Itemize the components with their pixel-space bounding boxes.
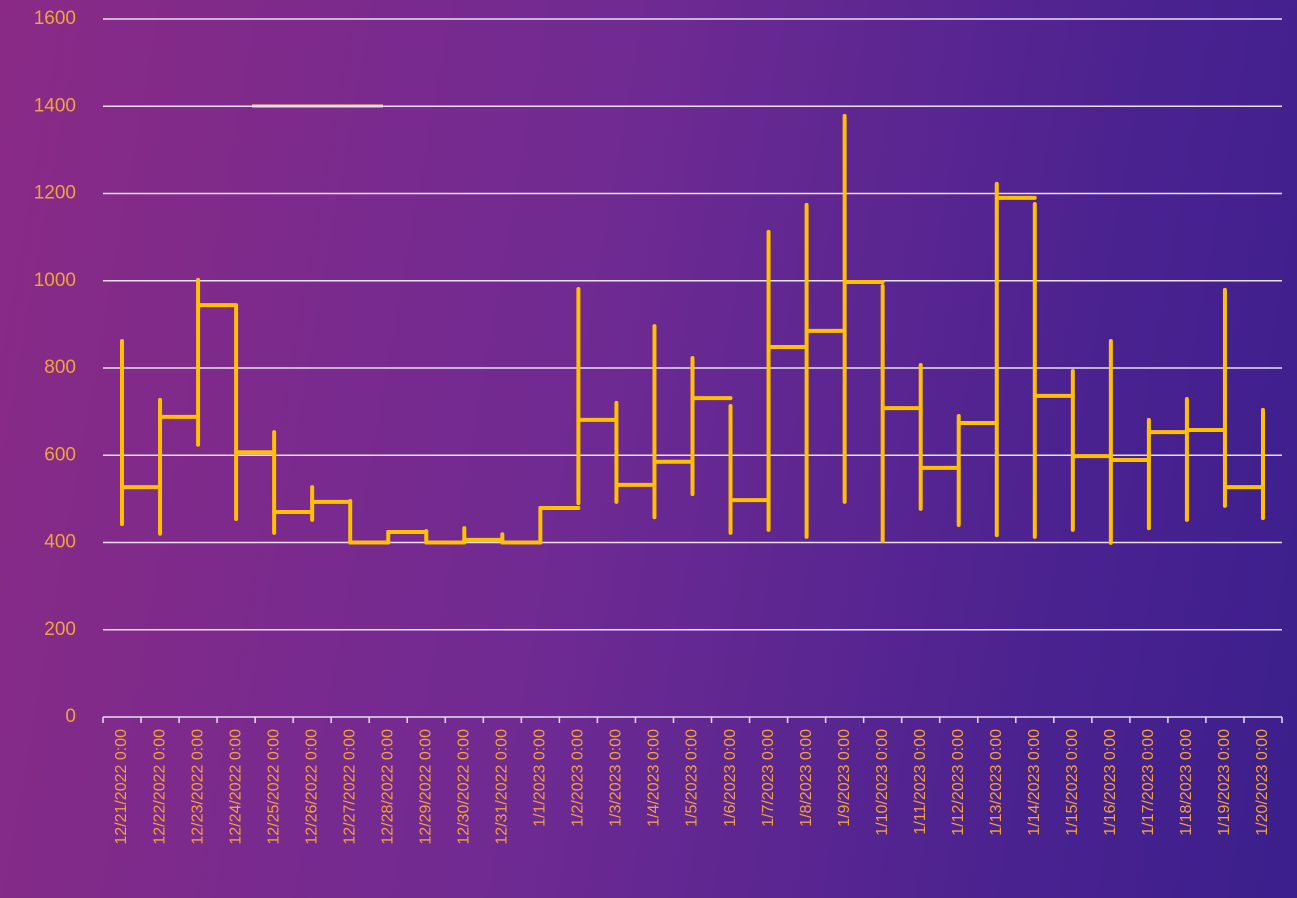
y-tick-label: 800 [44, 357, 76, 378]
x-tick-label: 12/24/2022 0:00 [227, 729, 244, 845]
x-tick-label: 1/8/2023 0:00 [798, 729, 815, 827]
x-tick-label: 1/4/2023 0:00 [646, 729, 663, 827]
x-tick-label: 1/14/2023 0:00 [1026, 729, 1043, 836]
x-tick-label: 12/25/2022 0:00 [265, 729, 282, 845]
x-tick-label: 1/18/2023 0:00 [1178, 729, 1195, 836]
x-tick-label: 12/22/2022 0:00 [151, 729, 168, 845]
x-tick-label: 12/27/2022 0:00 [341, 729, 358, 845]
x-tick-label: 1/7/2023 0:00 [760, 729, 777, 827]
x-tick-label: 12/29/2022 0:00 [417, 729, 434, 845]
x-tick-label: 1/11/2023 0:00 [912, 729, 929, 835]
y-tick-label: 400 [44, 532, 76, 553]
x-tick-label: 1/17/2023 0:00 [1140, 729, 1157, 836]
y-tick-label: 1200 [34, 183, 76, 204]
x-tick-label: 12/21/2022 0:00 [113, 729, 130, 845]
x-tick-label: 1/19/2023 0:00 [1216, 729, 1233, 836]
x-tick-label: 12/31/2022 0:00 [494, 729, 511, 845]
x-tick-label: 1/16/2023 0:00 [1102, 729, 1119, 836]
x-tick-label: 1/2/2023 0:00 [570, 729, 587, 827]
x-tick-label: 1/6/2023 0:00 [722, 729, 739, 827]
x-tick-label: 12/23/2022 0:00 [189, 729, 206, 845]
x-tick-label: 1/10/2023 0:00 [874, 729, 891, 836]
y-tick-label: 1000 [34, 270, 76, 291]
x-tick-label: 12/28/2022 0:00 [379, 729, 396, 845]
x-tick-label: 1/12/2023 0:00 [950, 729, 967, 836]
y-tick-label: 600 [44, 444, 76, 465]
y-tick-label: 200 [44, 619, 76, 640]
x-tick-label: 1/1/2023 0:00 [532, 729, 549, 827]
y-tick-label: 0 [65, 706, 76, 727]
x-tick-label: 1/15/2023 0:00 [1064, 729, 1081, 836]
x-tick-label: 1/5/2023 0:00 [684, 729, 701, 827]
x-tick-label: 12/30/2022 0:00 [456, 729, 473, 845]
y-tick-label: 1600 [34, 8, 76, 29]
x-tick-label: 12/26/2022 0:00 [303, 729, 320, 845]
x-tick-label: 1/3/2023 0:00 [608, 729, 625, 827]
y-tick-label: 1400 [34, 95, 76, 116]
x-tick-label: 1/20/2023 0:00 [1254, 729, 1271, 836]
x-tick-label: 1/13/2023 0:00 [988, 729, 1005, 836]
x-tick-label: 1/9/2023 0:00 [836, 729, 853, 827]
